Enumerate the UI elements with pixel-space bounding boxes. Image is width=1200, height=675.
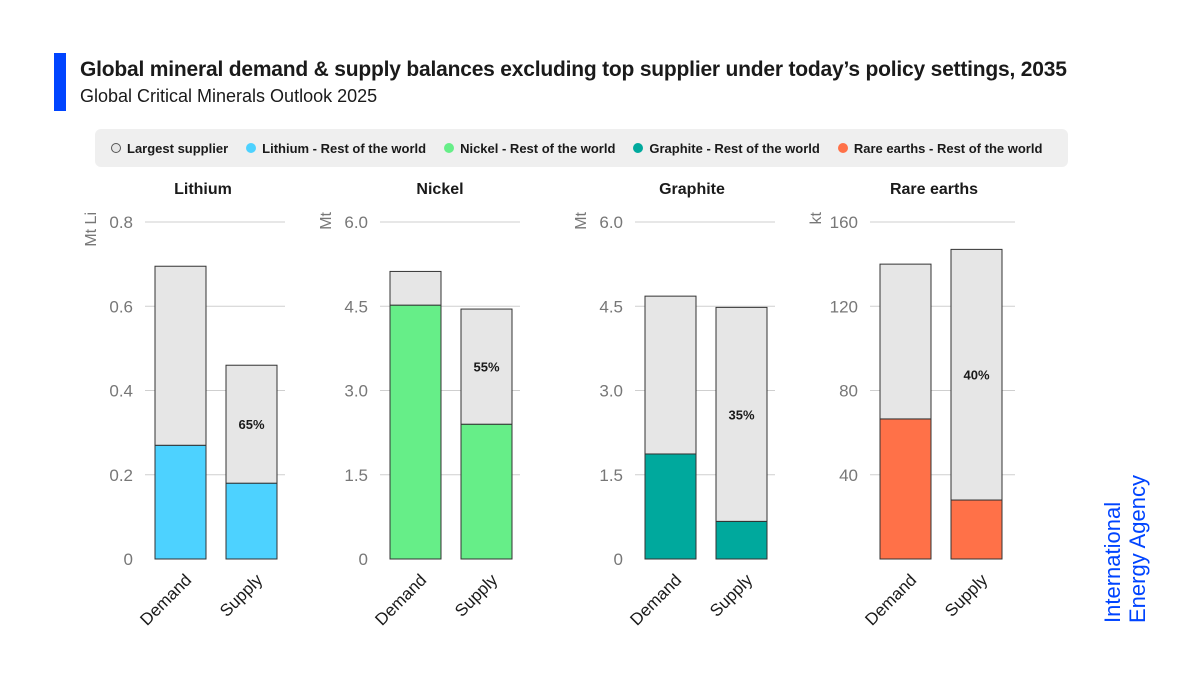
- x-tick-label: Demand: [136, 570, 195, 629]
- bar-segment-lithium-supply-rest-of-world: [225, 482, 278, 560]
- legend-label: Graphite - Rest of the world: [649, 140, 820, 156]
- chart-title: Global mineral demand & supply balances …: [80, 58, 1067, 81]
- x-tick-label: Supply: [216, 570, 267, 621]
- legend-label: Largest supplier: [127, 140, 229, 156]
- legend-swatch-nickel: [444, 143, 455, 153]
- bar-segment-graphite-supply-rest-of-world: [715, 520, 768, 560]
- y-tick-label: 1.5: [599, 466, 623, 485]
- legend-swatch-lithium: [246, 143, 257, 153]
- panel-title-nickel: Nickel: [416, 181, 463, 198]
- bar-segment-graphite-supply-largest-supplier: [715, 306, 768, 522]
- legend-item-graphite: Graphite - Rest of the world: [633, 140, 820, 156]
- y-tick-label: 0: [124, 550, 133, 569]
- legend-swatch-largest-supplier: [111, 143, 121, 153]
- y-tick-label: 160: [830, 213, 858, 232]
- y-tick-label: 6.0: [344, 213, 368, 232]
- panel-title-rare-earths: Rare earths: [890, 181, 978, 198]
- bar-segment-nickel-demand-rest-of-world: [389, 304, 442, 560]
- y-tick-label: 0: [614, 550, 623, 569]
- bar-segment-nickel-demand-largest-supplier: [389, 270, 442, 306]
- legend: Largest supplier Lithium - Rest of the w…: [95, 129, 1068, 167]
- bar-segment-nickel-supply-rest-of-world: [460, 423, 513, 560]
- y-tick-label: 4.5: [344, 297, 368, 316]
- x-tick-label: Supply: [706, 570, 757, 621]
- x-tick-label: Demand: [626, 570, 685, 629]
- y-tick-label: 120: [830, 297, 858, 316]
- x-tick-label: Demand: [861, 570, 920, 629]
- logo-line-2: Energy Agency: [1125, 475, 1150, 623]
- legend-item-rare-earths: Rare earths - Rest of the world: [837, 140, 1043, 156]
- legend-item-largest-supplier: Largest supplier: [111, 141, 228, 156]
- bar-annotation-nickel: 55%: [473, 360, 499, 375]
- y-axis-label-graphite: Mt: [573, 211, 590, 229]
- y-tick-label: 6.0: [599, 213, 623, 232]
- y-tick-label: 3.0: [344, 382, 368, 401]
- panel-title-lithium: Lithium: [174, 181, 232, 198]
- x-tick-label: Demand: [371, 570, 430, 629]
- title-accent-bar: [54, 53, 66, 111]
- y-tick-label: 1.5: [344, 466, 368, 485]
- bar-annotation-graphite: 35%: [728, 407, 754, 422]
- y-tick-label: 80: [839, 382, 858, 401]
- legend-item-lithium: Lithium - Rest of the world: [246, 141, 426, 156]
- legend-swatch-graphite: [633, 143, 644, 153]
- y-axis-label-rare-earths: kt: [808, 211, 825, 224]
- bar-segment-rare-earths-supply-largest-supplier: [950, 248, 1003, 501]
- y-tick-label: 40: [839, 466, 858, 485]
- chart-subtitle: Global Critical Minerals Outlook 2025: [80, 86, 378, 106]
- y-tick-label: 0: [359, 550, 368, 569]
- bar-segment-nickel-supply-largest-supplier: [460, 308, 513, 425]
- x-tick-label: Supply: [451, 570, 502, 621]
- bar-segment-lithium-demand-largest-supplier: [154, 265, 207, 446]
- y-axis-label-lithium: Mt Li: [83, 212, 100, 247]
- bar-segment-rare-earths-demand-largest-supplier: [879, 263, 932, 420]
- legend-swatch-rare-earths: [837, 143, 848, 153]
- y-tick-label: 3.0: [599, 382, 623, 401]
- panel-title-graphite: Graphite: [659, 181, 725, 198]
- bar-segment-rare-earths-demand-rest-of-world: [879, 418, 932, 560]
- x-tick-label: Supply: [941, 570, 992, 621]
- bar-segment-lithium-demand-rest-of-world: [154, 444, 207, 560]
- y-axis-label-nickel: Mt: [318, 211, 335, 229]
- y-tick-label: 0.2: [109, 466, 133, 485]
- bar-annotation-rare-earths: 40%: [963, 368, 989, 383]
- bar-segment-rare-earths-supply-rest-of-world: [950, 499, 1003, 560]
- logo-line-1: International: [1100, 502, 1125, 623]
- y-tick-label: 0.4: [109, 382, 133, 401]
- y-tick-label: 0.8: [109, 213, 133, 232]
- bar-annotation-lithium: 65%: [238, 417, 264, 432]
- legend-item-nickel: Nickel - Rest of the world: [444, 141, 615, 156]
- y-tick-label: 0.6: [109, 297, 133, 316]
- bar-segment-graphite-demand-largest-supplier: [644, 295, 697, 455]
- legend-label: Lithium - Rest of the world: [262, 140, 427, 156]
- y-tick-label: 4.5: [599, 297, 623, 316]
- legend-label: Rare earths - Rest of the world: [853, 140, 1043, 156]
- legend-label: Nickel - Rest of the world: [460, 140, 616, 156]
- bar-segment-graphite-demand-rest-of-world: [644, 453, 697, 560]
- bar-segment-lithium-supply-largest-supplier: [225, 364, 278, 484]
- iea-logo: International Energy Agency: [1100, 475, 1150, 623]
